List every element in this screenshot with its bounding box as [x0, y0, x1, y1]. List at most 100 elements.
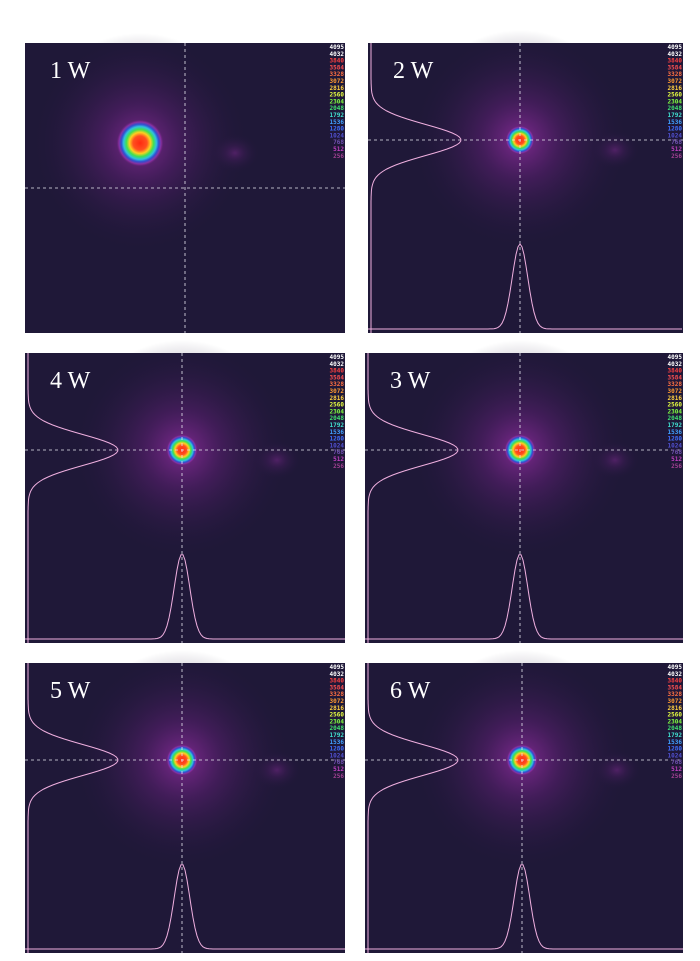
vertical-profile	[367, 663, 459, 953]
colorscale-label: 1536	[668, 739, 683, 746]
power-label: 3 W	[390, 368, 431, 394]
colorscale-label: 3328	[330, 71, 345, 78]
colorscale-label: 2560	[668, 92, 683, 99]
colorscale-label: 2560	[330, 402, 345, 409]
colorscale-label: 1280	[330, 126, 345, 133]
colorscale-label: 4095	[330, 44, 345, 51]
colorscale-label: 2816	[668, 395, 683, 402]
colorscale-label: 4032	[330, 361, 345, 368]
colorscale-label: 2816	[668, 705, 683, 712]
colorscale-label: 2304	[668, 98, 683, 105]
colorscale-label: 256	[333, 153, 344, 160]
colorscale-label: 2048	[330, 105, 345, 112]
colorscale-label: 3328	[330, 691, 345, 698]
colorscale-label: 256	[671, 463, 682, 470]
colorscale-label: 512	[333, 766, 344, 773]
colorscale-label: 768	[333, 139, 344, 146]
colorscale-label: 4095	[330, 354, 345, 361]
colorscale-label: 1024	[330, 132, 345, 139]
beam-panel: 4 W4095403238403584332830722816256023042…	[25, 340, 345, 643]
colorscale-label: 1792	[668, 112, 683, 119]
colorscale-label: 2304	[668, 718, 683, 725]
colorscale-label: 512	[333, 146, 344, 153]
colorscale-label: 4032	[668, 671, 683, 678]
colorscale-label: 1536	[330, 119, 345, 126]
colorscale-label: 2816	[330, 85, 345, 92]
colorscale-label: 2048	[668, 415, 683, 422]
colorscale-label: 2560	[330, 712, 345, 719]
colorscale-label: 4032	[668, 361, 683, 368]
beam-spot	[116, 119, 164, 167]
colorscale-label: 3072	[330, 698, 345, 705]
beam-halo-side	[210, 133, 260, 173]
colorscale-label: 1792	[668, 732, 683, 739]
colorscale-label: 2560	[668, 402, 683, 409]
vertical-profile	[367, 353, 459, 643]
colorscale-label: 1536	[668, 119, 683, 126]
colorscale-label: 3840	[330, 368, 345, 375]
beam-halo-side	[252, 440, 302, 480]
colorscale-label: 256	[671, 773, 682, 780]
colorscale-label: 3072	[668, 388, 683, 395]
beam-panel: 3 W4095403238403584332830722816256023042…	[365, 340, 683, 643]
colorscale-label: 3584	[668, 684, 683, 691]
colorscale-label: 768	[333, 449, 344, 456]
colorscale-label: 3840	[668, 368, 683, 375]
colorscale-label: 4095	[668, 44, 683, 51]
colorscale-label: 1280	[668, 436, 683, 443]
colorscale-label: 1024	[330, 752, 345, 759]
colorscale-label: 4095	[330, 664, 345, 671]
colorscale-label: 2560	[330, 92, 345, 99]
colorscale-label: 3840	[668, 678, 683, 685]
colorscale-label: 768	[671, 139, 682, 146]
colorscale-label: 1280	[330, 436, 345, 443]
colorscale-label: 1024	[668, 132, 683, 139]
colorscale-label: 512	[671, 766, 682, 773]
colorscale-label: 3584	[330, 64, 345, 71]
colorscale-label: 1792	[330, 112, 345, 119]
colorscale-label: 2048	[668, 105, 683, 112]
colorscale-label: 1280	[668, 746, 683, 753]
colorscale-label: 1792	[330, 422, 345, 429]
colorscale-label: 2816	[330, 395, 345, 402]
colorscale-label: 2816	[668, 85, 683, 92]
colorscale-label: 1280	[668, 126, 683, 133]
colorscale-label: 3584	[330, 684, 345, 691]
colorscale-label: 4095	[668, 354, 683, 361]
colorscale-label: 768	[671, 759, 682, 766]
colorscale-label: 2048	[668, 725, 683, 732]
power-label: 2 W	[393, 58, 434, 84]
colorscale-label: 3840	[668, 58, 683, 65]
power-label: 5 W	[50, 678, 91, 704]
colorscale-label: 1536	[330, 429, 345, 436]
vertical-profile	[27, 353, 119, 643]
colorscale-label: 1536	[330, 739, 345, 746]
power-label: 6 W	[390, 678, 431, 704]
colorscale-label: 2560	[668, 712, 683, 719]
colorscale-label: 2304	[330, 98, 345, 105]
colorscale-label: 512	[333, 456, 344, 463]
colorscale-label: 2304	[668, 408, 683, 415]
vertical-profile	[27, 663, 119, 953]
beam-panel: 2 W4095403238403584332830722816256023042…	[368, 30, 683, 333]
power-label: 4 W	[50, 368, 91, 394]
colorscale-label: 2304	[330, 718, 345, 725]
colorscale-label: 1024	[330, 442, 345, 449]
horizontal-profile	[365, 864, 683, 950]
colorscale-label: 3328	[668, 71, 683, 78]
colorscale-label: 256	[333, 773, 344, 780]
beam-halo-side	[590, 440, 640, 480]
colorscale-label: 3328	[330, 381, 345, 388]
colorscale-label: 1536	[668, 429, 683, 436]
beam-panel: 6 W4095403238403584332830722816256023042…	[365, 650, 683, 953]
beam-halo-side	[592, 750, 642, 790]
horizontal-profile	[25, 554, 345, 640]
colorscale-label: 3072	[330, 78, 345, 85]
colorscale-label: 3840	[330, 58, 345, 65]
colorscale-label: 3328	[668, 691, 683, 698]
colorscale-label: 256	[671, 153, 682, 160]
power-label: 1 W	[50, 58, 91, 84]
colorscale-label: 4032	[330, 671, 345, 678]
colorscale-label: 768	[671, 449, 682, 456]
